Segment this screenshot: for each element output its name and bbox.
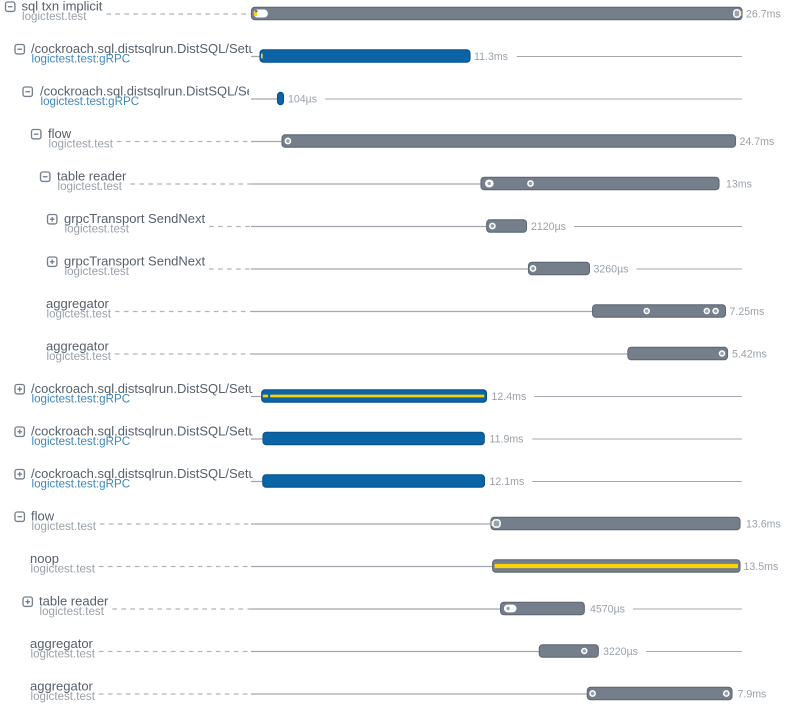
svg-text:/cockroach.sql.distsqlrun.Dist: /cockroach.sql.distsqlrun.DistSQL/SetupF… — [31, 381, 291, 396]
svg-text:aggregator: aggregator — [30, 636, 94, 651]
svg-text:/cockroach.sql.distsqlrun.Dist: /cockroach.sql.distsqlrun.DistSQL/SetupF… — [31, 466, 291, 481]
svg-text:3260µs: 3260µs — [594, 263, 629, 275]
svg-text:logictest.test:gRPC: logictest.test:gRPC — [41, 95, 140, 108]
svg-text:2120µs: 2120µs — [531, 221, 566, 233]
svg-text:aggregator: aggregator — [46, 339, 110, 354]
svg-text:/cockroach.sql.distsqlrun.Dist: /cockroach.sql.distsqlrun.DistSQL/SetupF… — [40, 84, 300, 99]
svg-text:logictest.test: logictest.test — [65, 265, 130, 278]
svg-text:logictest.test: logictest.test — [32, 520, 97, 533]
svg-text:noop: noop — [30, 551, 59, 566]
svg-text:26.7ms: 26.7ms — [746, 8, 781, 20]
svg-text:grpcTransport SendNext: grpcTransport SendNext — [64, 254, 206, 269]
svg-text:logictest.test: logictest.test — [31, 647, 96, 660]
svg-text:/cockroach.sql.distsqlrun.Dist: /cockroach.sql.distsqlrun.DistSQL/SetupF… — [31, 41, 291, 56]
svg-text:logictest.test: logictest.test — [58, 180, 123, 193]
svg-text:11.9ms: 11.9ms — [490, 433, 524, 445]
svg-text:logictest.test:gRPC: logictest.test:gRPC — [32, 435, 131, 448]
svg-text:logictest.test: logictest.test — [47, 307, 112, 320]
svg-text:7.25ms: 7.25ms — [730, 306, 765, 318]
svg-text:104µs: 104µs — [288, 93, 317, 105]
svg-text:logictest.test: logictest.test — [31, 690, 96, 703]
svg-text:12.4ms: 12.4ms — [492, 391, 527, 403]
svg-text:4570µs: 4570µs — [590, 603, 625, 615]
svg-text:12.1ms: 12.1ms — [490, 476, 525, 488]
svg-text:sql txn implicit: sql txn implicit — [22, 0, 103, 14]
svg-text:logictest.test: logictest.test — [22, 10, 87, 23]
svg-text:grpcTransport SendNext: grpcTransport SendNext — [64, 211, 206, 226]
svg-text:5.42ms: 5.42ms — [732, 348, 767, 360]
svg-text:logictest.test: logictest.test — [49, 137, 114, 150]
svg-text:13ms: 13ms — [726, 178, 752, 190]
svg-text:logictest.test: logictest.test — [31, 562, 96, 575]
svg-text:logictest.test: logictest.test — [65, 222, 130, 235]
svg-text:table reader: table reader — [39, 594, 109, 609]
svg-text:logictest.test:gRPC: logictest.test:gRPC — [32, 477, 131, 490]
svg-text:7.9ms: 7.9ms — [738, 688, 767, 700]
svg-text:24.7ms: 24.7ms — [740, 136, 775, 148]
svg-text:logictest.test: logictest.test — [47, 350, 112, 363]
svg-text:aggregator: aggregator — [46, 296, 110, 311]
svg-text:3220µs: 3220µs — [603, 646, 638, 658]
svg-text:logictest.test:gRPC: logictest.test:gRPC — [32, 52, 131, 65]
svg-text:logictest.test: logictest.test — [40, 605, 105, 618]
svg-text:13.5ms: 13.5ms — [744, 561, 779, 573]
svg-text:11.3ms: 11.3ms — [474, 51, 508, 63]
svg-text:flow: flow — [31, 509, 55, 524]
svg-text:logictest.test:gRPC: logictest.test:gRPC — [32, 392, 131, 405]
svg-text:flow: flow — [48, 126, 72, 141]
svg-text:/cockroach.sql.distsqlrun.Dist: /cockroach.sql.distsqlrun.DistSQL/SetupF… — [31, 424, 291, 439]
svg-text:13.6ms: 13.6ms — [746, 518, 781, 530]
svg-text:aggregator: aggregator — [30, 679, 94, 694]
svg-text:table reader: table reader — [57, 169, 127, 184]
